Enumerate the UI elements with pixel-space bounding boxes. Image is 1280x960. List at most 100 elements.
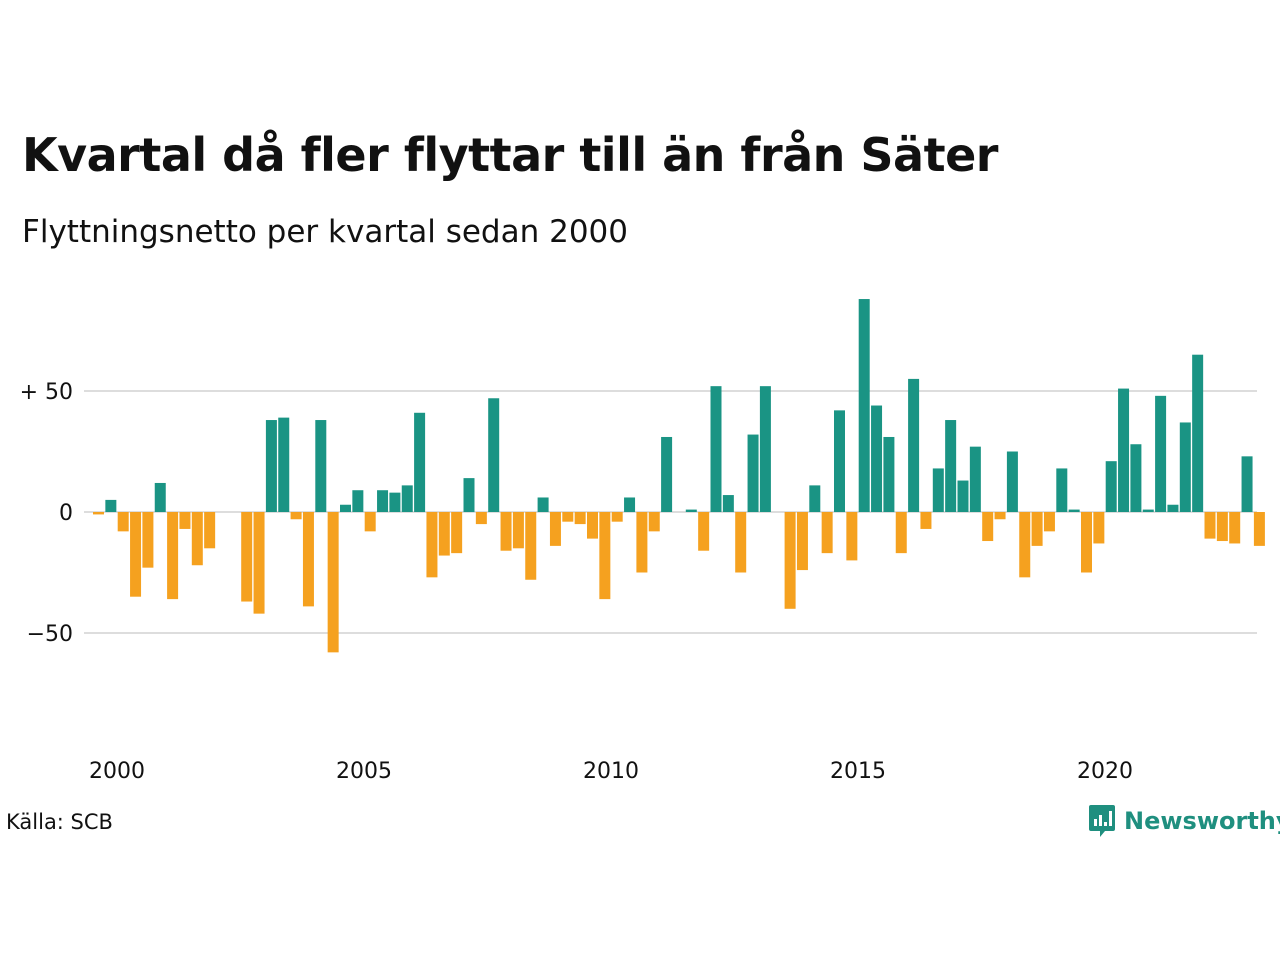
bar-2001-Q1 xyxy=(142,512,154,568)
bar-2006-Q3 xyxy=(414,412,426,512)
bar-2006-Q1 xyxy=(389,492,401,512)
bar-2009-Q1 xyxy=(537,497,549,512)
bar-2015-Q2 xyxy=(846,512,858,561)
newsworthy-logo: Newsworthy xyxy=(1088,804,1280,838)
bar-2022-Q2 xyxy=(1192,354,1204,512)
bar-2001-Q2 xyxy=(154,482,166,512)
newsworthy-logo-icon xyxy=(1089,805,1115,837)
bar-2022-Q3 xyxy=(1204,512,1216,539)
bar-2001-Q4 xyxy=(179,512,191,529)
bar-2001-Q3 xyxy=(167,512,179,600)
y-axis-ticks: + 50 0 −50 xyxy=(20,380,73,647)
bar-2021-Q1 xyxy=(1130,444,1142,512)
bar-2018-Q3 xyxy=(1006,451,1018,512)
bar-2013-Q2 xyxy=(747,434,759,512)
x-axis-ticks: 2000 2005 2010 2015 2020 xyxy=(89,759,1133,784)
bar-2013-Q3 xyxy=(759,386,771,512)
bar-2022-Q4 xyxy=(1216,512,1228,542)
bar-2010-Q1 xyxy=(587,512,598,539)
x-tick-label: 2005 xyxy=(336,759,392,784)
bar-2008-Q2 xyxy=(500,512,512,551)
x-tick-label: 2000 xyxy=(89,759,145,784)
bar-2009-Q3 xyxy=(562,512,574,522)
bar-2000-Q1 xyxy=(93,512,104,515)
bar-2010-Q4 xyxy=(624,497,636,512)
x-tick-label: 2020 xyxy=(1077,759,1133,784)
bar-2016-Q1 xyxy=(883,436,895,512)
bar-2007-Q2 xyxy=(451,512,463,554)
bar-2007-Q4 xyxy=(475,512,487,525)
chart-title: Kvartal då fler flyttar till än från Sät… xyxy=(22,128,998,182)
bar-2019-Q2 xyxy=(1043,512,1055,532)
bar-2012-Q2 xyxy=(698,512,710,551)
bar-2017-Q3 xyxy=(957,480,969,512)
bar-2014-Q2 xyxy=(796,512,808,571)
bar-2006-Q2 xyxy=(401,485,413,512)
bar-2009-Q2 xyxy=(549,512,561,546)
bar-2014-Q3 xyxy=(809,485,821,512)
bar-2015-Q1 xyxy=(834,410,845,512)
bar-2004-Q2 xyxy=(302,512,314,607)
bar-2000-Q4 xyxy=(130,512,142,597)
bar-2008-Q1 xyxy=(488,398,500,512)
bar-2004-Q4 xyxy=(327,512,339,653)
bar-2018-Q2 xyxy=(994,512,1006,520)
bar-2008-Q4 xyxy=(525,512,537,580)
y-tick-label: 0 xyxy=(59,501,73,526)
bar-2020-Q4 xyxy=(1118,388,1130,512)
bar-2010-Q3 xyxy=(611,512,623,522)
bar-2007-Q1 xyxy=(438,512,450,556)
bar-2003-Q3 xyxy=(265,420,277,512)
bar-2011-Q2 xyxy=(648,512,660,532)
bar-2019-Q3 xyxy=(1056,468,1068,512)
bar-2003-Q4 xyxy=(278,417,290,512)
bar-2020-Q1 xyxy=(1081,512,1092,573)
bar-2017-Q4 xyxy=(969,446,981,512)
bar-2021-Q4 xyxy=(1167,504,1179,512)
bar-2000-Q3 xyxy=(117,512,129,532)
bar-2008-Q3 xyxy=(512,512,524,549)
bar-2023-Q1 xyxy=(1229,512,1241,544)
bar-2002-Q2 xyxy=(204,512,216,549)
bar-2003-Q2 xyxy=(253,512,265,614)
bar-2015-Q4 xyxy=(871,405,883,512)
bar-2019-Q1 xyxy=(1031,512,1043,546)
bar-2017-Q2 xyxy=(945,420,957,512)
bar-2012-Q4 xyxy=(722,495,734,512)
bar-2023-Q3 xyxy=(1253,512,1265,546)
bar-2003-Q1 xyxy=(241,512,253,602)
bar-2005-Q1 xyxy=(340,504,351,512)
x-tick-label: 2015 xyxy=(830,759,886,784)
bar-2016-Q2 xyxy=(895,512,907,554)
bar-2005-Q2 xyxy=(352,490,364,512)
bar-2005-Q4 xyxy=(377,490,389,512)
x-tick-label: 2010 xyxy=(583,759,639,784)
bar-2006-Q4 xyxy=(426,512,438,578)
bar-2011-Q1 xyxy=(636,512,648,573)
bar-2005-Q3 xyxy=(364,512,376,532)
bar-2016-Q4 xyxy=(920,512,932,529)
bar-2022-Q1 xyxy=(1179,422,1191,512)
bar-2013-Q1 xyxy=(735,512,747,573)
bar-2017-Q1 xyxy=(932,468,944,512)
bar-2020-Q2 xyxy=(1093,512,1105,544)
newsworthy-logo-text: Newsworthy xyxy=(1124,807,1280,835)
bar-2018-Q4 xyxy=(1019,512,1031,578)
bar-2010-Q2 xyxy=(599,512,611,600)
bar-2004-Q1 xyxy=(290,512,302,520)
bar-2002-Q1 xyxy=(191,512,203,566)
bar-2014-Q4 xyxy=(821,512,833,554)
bar-2023-Q2 xyxy=(1241,456,1253,512)
bar-2020-Q3 xyxy=(1105,461,1117,512)
bar-2000-Q2 xyxy=(105,499,117,512)
bar-2015-Q3 xyxy=(858,299,870,512)
bars xyxy=(93,299,1265,653)
bar-2014-Q1 xyxy=(784,512,796,609)
bar-2007-Q3 xyxy=(463,478,475,512)
bar-2012-Q3 xyxy=(710,386,722,512)
bar-2009-Q4 xyxy=(574,512,586,525)
bar-2018-Q1 xyxy=(982,512,994,542)
bar-2021-Q2 xyxy=(1142,509,1154,512)
bar-2004-Q3 xyxy=(315,420,327,512)
